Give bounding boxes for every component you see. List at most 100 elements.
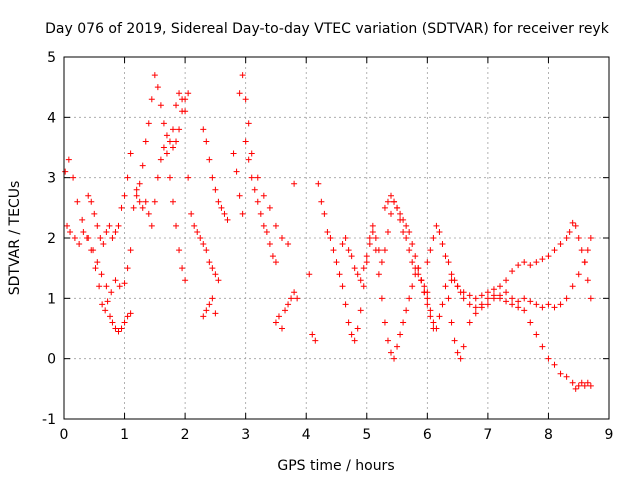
data-point [418, 277, 425, 284]
data-point [384, 337, 391, 344]
data-point [275, 313, 282, 320]
data-point [397, 331, 404, 338]
data-point [369, 222, 376, 229]
data-point [224, 216, 231, 223]
data-point [336, 271, 343, 278]
data-point [381, 204, 388, 211]
data-point [527, 262, 534, 269]
data-point [157, 102, 164, 109]
data-point [176, 90, 183, 97]
y-axis-label: SDTVAR / TECUs [7, 181, 23, 296]
data-point [291, 289, 298, 296]
series-sat-f [170, 90, 222, 284]
data-point [194, 228, 201, 235]
data-point [185, 90, 192, 97]
data-point [139, 162, 146, 169]
data-point [170, 198, 176, 205]
data-point [363, 253, 370, 260]
data-point [412, 253, 419, 260]
data-point [445, 259, 452, 266]
data-point [384, 228, 391, 235]
data-point [427, 313, 434, 320]
data-point [67, 228, 74, 235]
data-point [127, 150, 134, 157]
data-point [206, 301, 213, 308]
series-sat-m [339, 198, 431, 296]
data-point [342, 235, 349, 241]
data-point [587, 382, 594, 389]
data-point [569, 283, 576, 290]
data-point [206, 259, 213, 266]
data-point [354, 325, 361, 332]
data-point [173, 138, 180, 145]
data-point [421, 289, 428, 296]
data-point [115, 328, 122, 335]
data-point [497, 283, 503, 290]
data-point [490, 286, 497, 293]
data-point [330, 247, 337, 254]
data-point [442, 253, 449, 260]
data-point [65, 156, 72, 163]
data-point [391, 198, 398, 205]
data-point [254, 174, 261, 181]
data-point [521, 295, 528, 302]
data-point [563, 295, 570, 302]
data-point [142, 138, 149, 145]
data-point [182, 277, 189, 284]
data-point [503, 298, 510, 305]
data-point [581, 259, 588, 266]
data-point [478, 304, 485, 311]
data-point [182, 108, 189, 115]
data-point [96, 283, 103, 290]
data-point [575, 271, 582, 278]
data-point [484, 289, 491, 296]
x-tick-label: 6 [423, 427, 432, 443]
data-point [97, 235, 104, 241]
data-point [388, 210, 394, 217]
x-tick-label: 0 [60, 427, 69, 443]
data-point [115, 222, 122, 229]
data-point [179, 265, 186, 272]
data-point [415, 265, 422, 272]
data-point [85, 192, 92, 199]
series-sat-d [130, 72, 192, 211]
data-point [563, 235, 570, 241]
data-point [587, 295, 594, 302]
data-point [409, 283, 416, 290]
data-point [245, 156, 252, 163]
y-tick-label: 3 [47, 171, 56, 187]
series-sat-e [133, 144, 189, 284]
data-point [403, 307, 410, 314]
data-point [442, 283, 449, 290]
data-point [157, 156, 164, 163]
data-point [285, 301, 292, 308]
data-point [321, 210, 328, 217]
data-point [263, 228, 270, 235]
data-point [212, 186, 219, 193]
data-point [179, 96, 186, 103]
data-point [454, 283, 461, 290]
data-point [200, 313, 207, 320]
data-point [436, 228, 443, 235]
data-point [176, 247, 183, 254]
data-point [98, 271, 105, 278]
data-point [578, 247, 585, 254]
data-point [200, 241, 207, 248]
data-point [521, 259, 528, 266]
data-point [539, 304, 546, 311]
data-point [112, 277, 119, 284]
data-point [309, 331, 316, 338]
data-point [133, 186, 140, 193]
data-point [124, 313, 131, 320]
data-point [104, 298, 111, 305]
data-point [163, 132, 170, 139]
data-point [584, 379, 591, 386]
data-point [209, 174, 216, 181]
data-point [539, 343, 546, 350]
data-point [430, 319, 437, 326]
data-point [448, 277, 455, 284]
data-point [575, 235, 582, 241]
data-point [339, 283, 346, 290]
x-tick-label: 2 [181, 427, 190, 443]
x-tick-label: 1 [120, 427, 129, 443]
